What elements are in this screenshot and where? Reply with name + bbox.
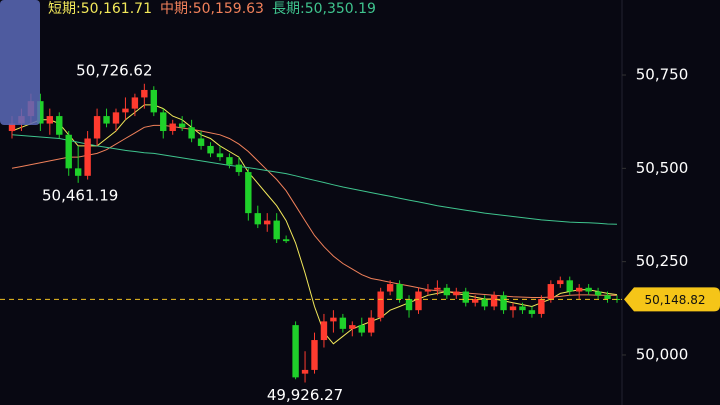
candle-body — [519, 306, 526, 311]
candle-body — [547, 284, 555, 299]
candle-body — [282, 239, 290, 242]
candle-body — [226, 157, 233, 165]
candle-body — [462, 291, 469, 303]
legend-value: 50,350.19 — [305, 1, 376, 17]
last-price-label: 50,148.82 — [644, 293, 705, 307]
candle-body — [46, 116, 54, 124]
candle-body — [8, 123, 16, 132]
candle-body — [472, 298, 479, 303]
ma-line — [11, 134, 618, 225]
candle-body — [339, 317, 347, 329]
candle-body — [566, 280, 573, 292]
tab-bg[interactable] — [0, 0, 40, 125]
candle-body — [585, 287, 592, 292]
candle-body — [424, 289, 432, 292]
candle-body — [386, 284, 394, 292]
legend-value: 50,159.63 — [193, 1, 264, 17]
ma-line — [11, 124, 618, 298]
candle-body — [500, 295, 507, 311]
candle-body — [443, 287, 451, 296]
candle-body — [84, 138, 91, 176]
candle-body — [216, 153, 224, 158]
ma-line — [11, 104, 618, 345]
candle-body — [368, 317, 375, 333]
candle-body — [405, 298, 413, 311]
candle-body — [207, 145, 214, 154]
candle-body — [557, 280, 564, 285]
candle-body — [150, 89, 157, 113]
legend-name: 中期: — [160, 1, 193, 17]
plot-area: 50,000 50,250 50,500 50,750 50,726.62 50,461.… — [0, 61, 720, 404]
candle-body — [273, 220, 280, 240]
candle-body — [141, 89, 148, 98]
candle-body — [396, 284, 403, 299]
candle-body — [169, 123, 176, 132]
candle-body — [434, 287, 441, 290]
candle-body — [311, 340, 318, 370]
annotation: 49,926.27 — [267, 386, 343, 404]
candle-body — [103, 116, 110, 124]
candle-body — [575, 287, 583, 292]
candle-body — [264, 220, 271, 225]
candle-body — [37, 101, 44, 124]
candle-body — [245, 172, 252, 214]
legend-name: 短期: — [48, 1, 81, 17]
candle-body — [254, 213, 261, 225]
candle-body — [197, 138, 205, 146]
candle-body — [538, 298, 545, 314]
y-tick-label: 50,500 — [636, 159, 689, 177]
candle-body — [122, 108, 129, 113]
candle-body — [178, 123, 186, 128]
candle-body — [235, 164, 243, 173]
candle-body — [56, 116, 63, 135]
candle-body — [74, 168, 82, 176]
candle-body — [131, 97, 139, 109]
last-price-tag — [624, 287, 720, 312]
candle-body — [528, 310, 536, 314]
candle-body — [415, 291, 422, 311]
y-tick-label: 50,000 — [636, 345, 689, 363]
candle-body — [453, 291, 460, 296]
candle-body — [188, 127, 195, 139]
overlay-tab[interactable] — [0, 0, 40, 125]
candle-body — [93, 116, 101, 139]
candle-body — [490, 295, 498, 307]
candle-body — [604, 295, 611, 299]
y-tick-label: 50,750 — [636, 66, 689, 84]
candle-body — [65, 134, 72, 169]
candle-body — [358, 325, 365, 333]
candle-body — [292, 325, 299, 378]
candle-body — [160, 112, 167, 132]
candle-body — [330, 317, 337, 322]
candle-body — [594, 291, 602, 296]
candle-body — [481, 298, 488, 307]
candle-body — [349, 325, 356, 329]
y-tick-label: 50,250 — [636, 252, 689, 270]
annotation: 50,461.19 — [42, 186, 118, 204]
candle-body — [301, 369, 309, 374]
annotation: 50,726.62 — [76, 61, 152, 79]
candle-body — [509, 306, 517, 311]
legend: 短期: 50,161.71 中期: 50,159.63 長期: 50,350.19 — [48, 1, 376, 17]
candle-body — [320, 321, 328, 341]
candle-body — [377, 291, 384, 318]
legend-name: 長期: — [272, 1, 305, 17]
candle-body — [112, 112, 120, 124]
legend-value: 50,161.71 — [81, 1, 152, 17]
